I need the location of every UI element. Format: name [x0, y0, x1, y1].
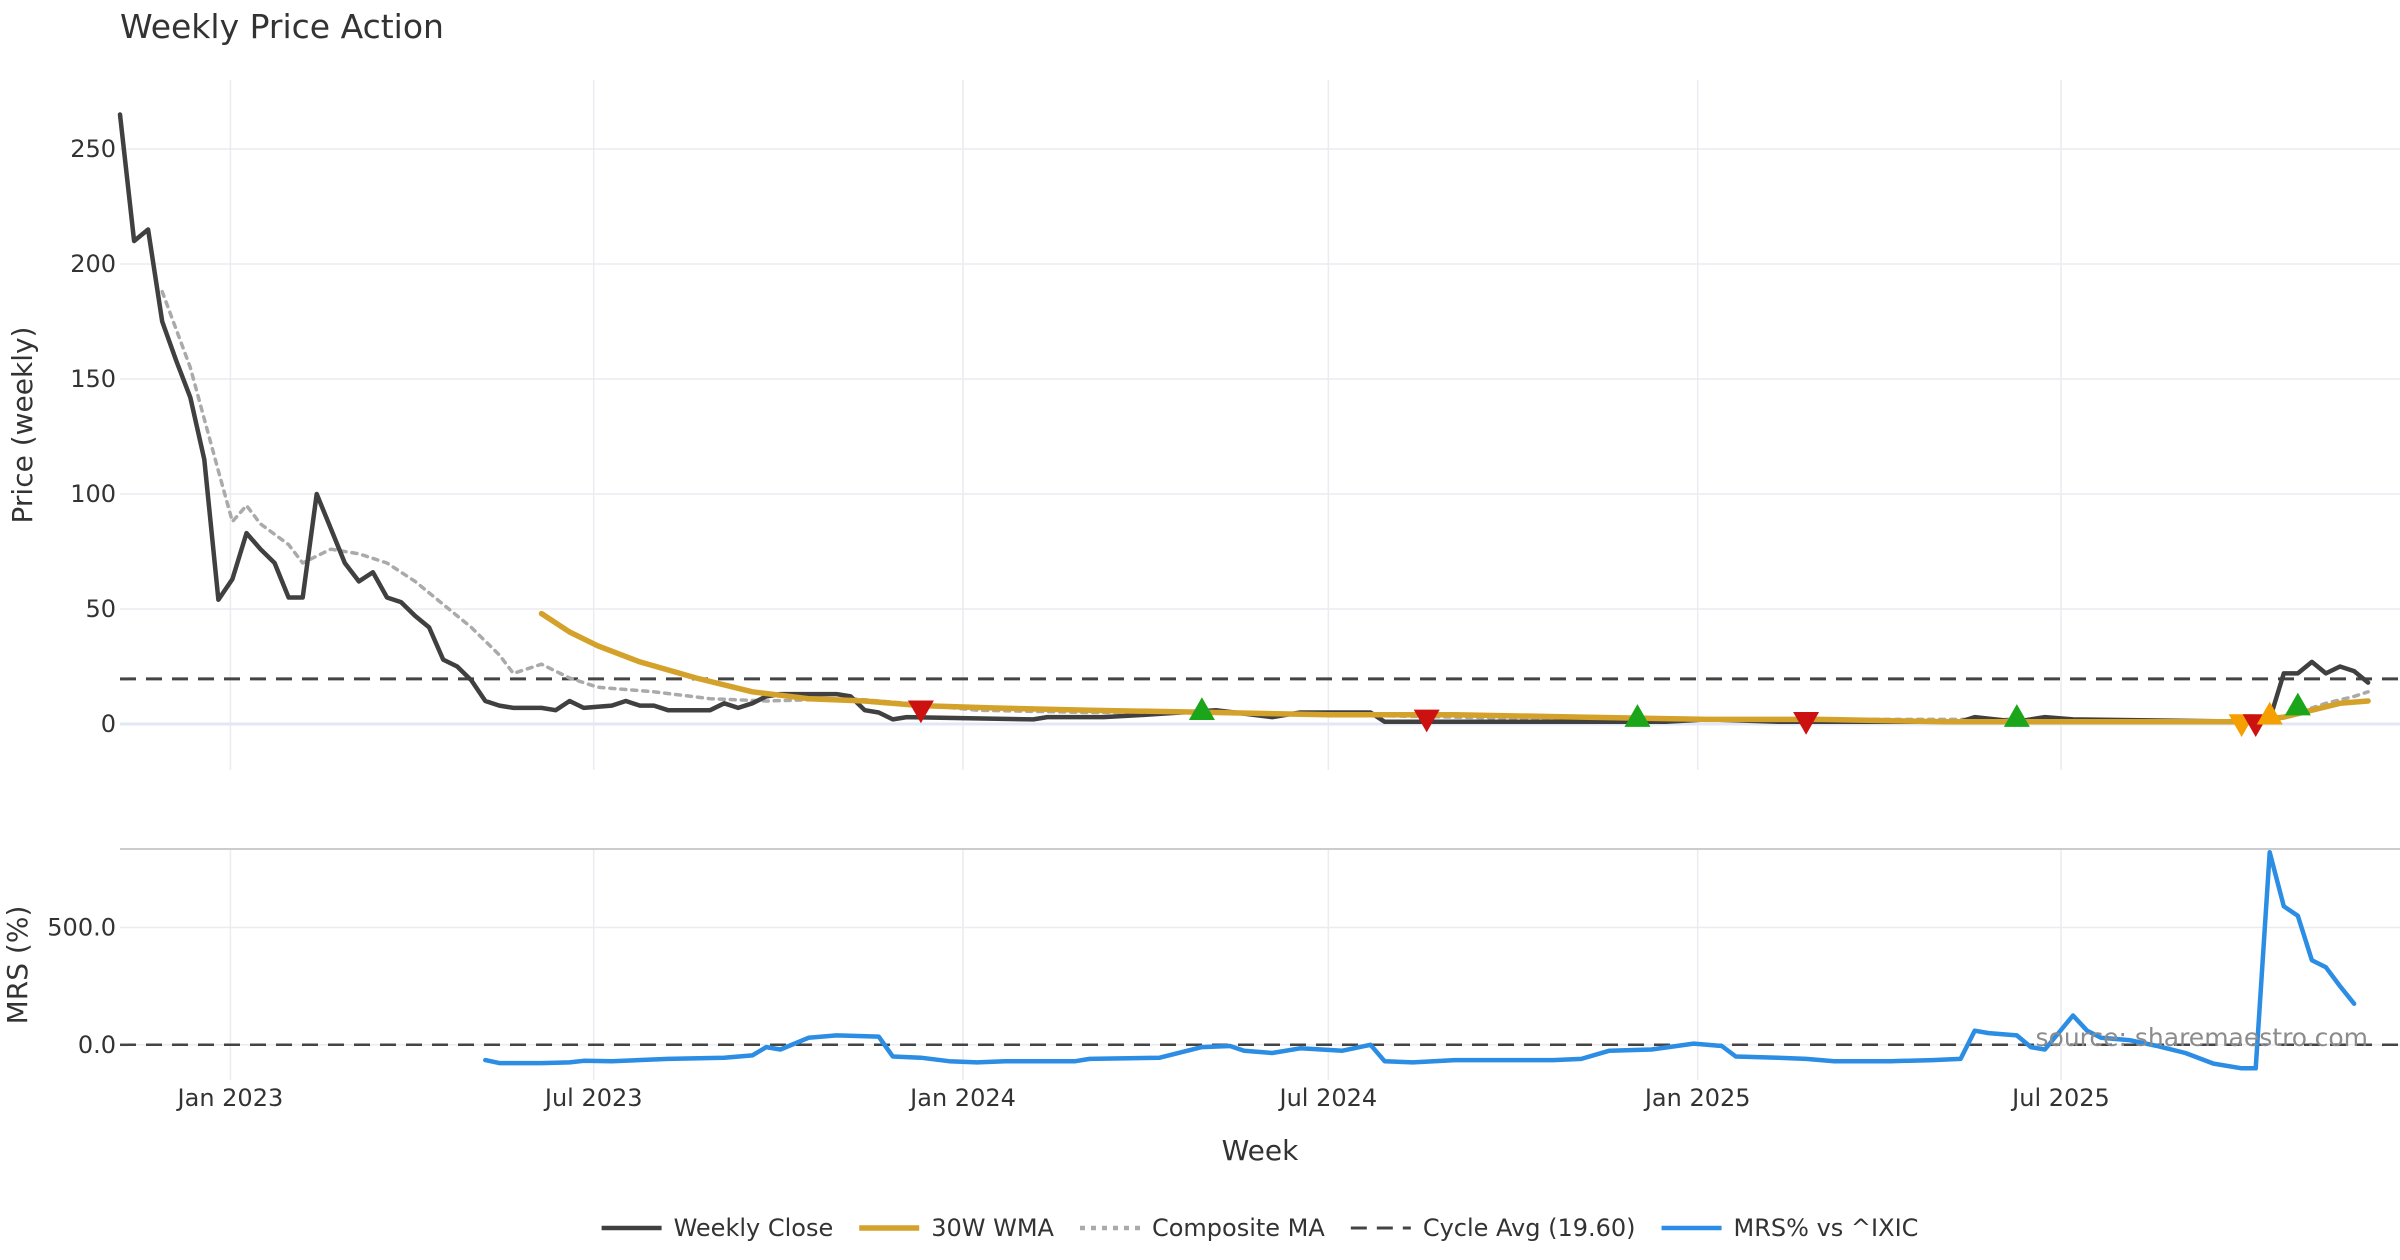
sell-signal-marker	[1793, 711, 1820, 735]
axes: Jan 2023 Jul 2023 Jan 2024 Jul 2024 Jan 2025…	[1, 135, 2110, 1167]
price-y-tick-label: 100	[70, 480, 116, 508]
sell-signal-marker	[1413, 709, 1440, 733]
warn_up-signal-marker	[2256, 701, 2283, 725]
legend: Weekly Close 30W WMA Composite MA Cycle Avg…	[601, 1214, 1919, 1242]
legend-label: Cycle Avg (19.60)	[1423, 1214, 1636, 1242]
price-y-tick-label: 50	[85, 595, 116, 623]
x-tick-label: Jan 2023	[176, 1084, 284, 1112]
grid	[120, 80, 2400, 1080]
buy-signal-marker	[1624, 704, 1651, 727]
legend-label: Weekly Close	[674, 1214, 834, 1242]
weekly-close-line	[117, 112, 2371, 724]
price-y-tick-label: 200	[70, 250, 116, 278]
mrs-y-tick-label: 500.0	[47, 913, 116, 941]
price-y-tick-label: 0	[101, 710, 116, 738]
legend-label: Composite MA	[1152, 1214, 1325, 1242]
x-tick-label: Jul 2025	[2010, 1084, 2110, 1112]
buy-signal-marker	[2003, 704, 2030, 727]
legend-label: 30W WMA	[931, 1214, 1054, 1242]
price-y-axis-label: Price (weekly)	[6, 327, 39, 524]
wma-30w-line	[538, 610, 2371, 725]
signal-markers	[907, 692, 2311, 737]
mrs-y-axis-label: MRS (%)	[1, 906, 34, 1025]
reference-lines	[120, 677, 2400, 1047]
legend-label: MRS% vs ^IXIC	[1734, 1214, 1919, 1242]
mrs-line	[483, 850, 2357, 1071]
price-y-tick-label: 150	[70, 365, 116, 393]
buy-signal-marker	[1188, 697, 1215, 720]
sell-signal-marker	[907, 700, 934, 724]
x-tick-label: Jan 2025	[1643, 1084, 1751, 1112]
series-lines	[117, 112, 2371, 1071]
source-note: source: sharemaestro.com	[2036, 1023, 2369, 1052]
price-y-tick-label: 250	[70, 135, 116, 163]
chart-title: Weekly Price Action	[120, 7, 444, 46]
composite-ma-line	[160, 289, 2370, 724]
x-tick-label: Jan 2024	[908, 1084, 1016, 1112]
buy-signal-marker	[2284, 692, 2311, 716]
mrs-y-tick-label: 0.0	[78, 1031, 116, 1059]
x-axis-label: Week	[1222, 1134, 1299, 1167]
x-tick-label: Jul 2024	[1278, 1084, 1378, 1112]
x-tick-label: Jul 2023	[543, 1084, 643, 1112]
